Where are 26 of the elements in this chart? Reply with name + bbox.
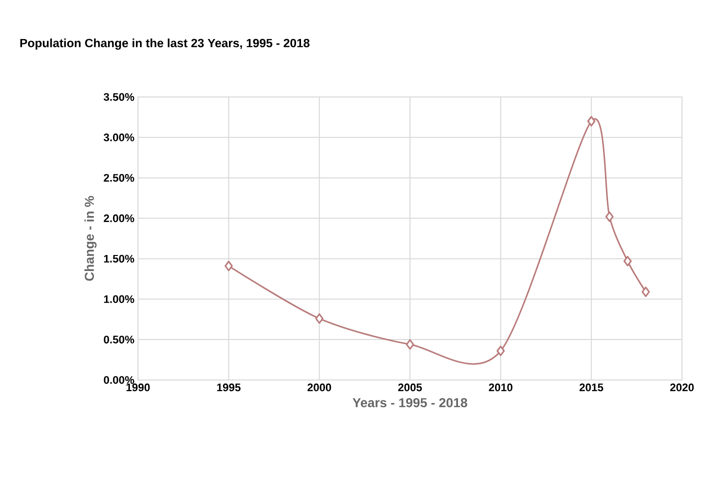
y-tick-label: 0.00% — [104, 376, 134, 384]
point — [605, 211, 614, 222]
x-tick-label: 2020 — [670, 384, 694, 392]
y-axis-title: Change - in % — [84, 196, 97, 281]
x-tick-label: 2010 — [488, 384, 512, 392]
point — [496, 346, 505, 356]
y-tick-label: 1.00% — [104, 295, 134, 304]
y-tick-label: 3.50% — [104, 93, 134, 101]
y-tick-label: 3.00% — [104, 134, 134, 142]
x-tick-label: 1990 — [126, 384, 150, 392]
point — [315, 313, 324, 324]
point — [587, 116, 596, 126]
chart-title: Population Change in the last 23 Years, 1995 - 2018 — [20, 38, 310, 50]
y-tick-label: 2.00% — [104, 214, 134, 222]
x-tick-label: 2005 — [398, 384, 422, 392]
x-tick-label: 2015 — [580, 384, 604, 392]
x-tick-label: 2000 — [308, 384, 332, 392]
point — [406, 339, 414, 350]
y-tick-label: 0.50% — [104, 336, 134, 344]
point — [224, 260, 233, 272]
y-tick-label: 1.50% — [104, 254, 134, 263]
x-axis-title: Years - 1995 - 2018 — [352, 398, 468, 408]
point — [623, 256, 632, 266]
y-tick-label: 2.50% — [104, 174, 134, 182]
x-tick-label: 1995 — [217, 384, 241, 392]
point — [642, 286, 650, 298]
